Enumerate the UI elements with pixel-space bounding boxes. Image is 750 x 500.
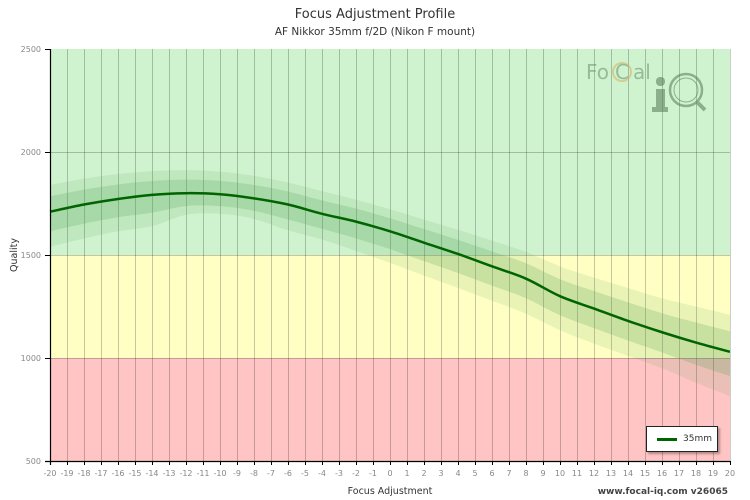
quality-zones — [50, 49, 730, 461]
legend-label-35mm: 35mm — [683, 434, 712, 444]
x-tick-label: 13 — [606, 469, 616, 478]
x-tick-label: -16 — [111, 469, 124, 478]
x-tick-label: -12 — [179, 469, 192, 478]
zone-good — [50, 49, 730, 255]
y-tick-label: 1000 — [21, 354, 41, 363]
x-tick-label: 6 — [489, 469, 494, 478]
legend-swatch-35mm — [657, 437, 677, 441]
focus-curve — [49, 191, 731, 354]
zone-bad — [50, 358, 730, 461]
x-tick-label: 15 — [640, 469, 650, 478]
focal-iq-logo: Fo C al — [586, 57, 716, 117]
series-35mm-line — [49, 191, 731, 354]
y-tick-label: 2500 — [21, 45, 41, 54]
svg-text:C: C — [615, 60, 629, 84]
x-tick-label: -17 — [94, 469, 107, 478]
x-tick-label: -2 — [352, 469, 360, 478]
x-tick-label: -1 — [369, 469, 377, 478]
logo-text-focal: Fo — [586, 60, 609, 84]
chart-title: Focus Adjustment Profile — [294, 7, 456, 22]
x-tick-label: -6 — [284, 469, 292, 478]
x-tick-label: -20 — [43, 469, 56, 478]
x-tick-label: 1 — [404, 469, 409, 478]
x-tick-label: 10 — [555, 469, 565, 478]
x-tick-label: -9 — [233, 469, 241, 478]
x-tick-label: 19 — [708, 469, 718, 478]
x-tick-label: 16 — [657, 469, 667, 478]
axes: -20 -19 -18 -17 -16 -15 -14 -13 -12 -11 -10 -9 -8 -7-… — [21, 45, 735, 478]
x-tick-label: -10 — [213, 469, 226, 478]
legend: 35mm — [646, 426, 718, 452]
magnifier-icon — [668, 72, 704, 108]
zone-ok — [50, 255, 730, 358]
y-axis-label: Quality — [9, 238, 20, 272]
grid-lines — [50, 49, 731, 461]
y-tick-label: 2000 — [21, 148, 41, 157]
x-tick-label: -11 — [196, 469, 209, 478]
x-tick-label: -15 — [128, 469, 141, 478]
x-tick-label: 8 — [523, 469, 528, 478]
x-tick-label: 7 — [506, 469, 511, 478]
x-tick-label: 9 — [540, 469, 545, 478]
x-tick-label: 0 — [387, 469, 392, 478]
x-tick-label: -8 — [250, 469, 258, 478]
y-tick-label: 1500 — [21, 251, 41, 260]
watermark: www.focal-iq.com v26065 — [597, 487, 728, 497]
x-tick-label: 17 — [674, 469, 684, 478]
chart-subtitle: AF Nikkor 35mm f/2D (Nikon F mount) — [274, 26, 476, 38]
x-tick-label: 2 — [421, 469, 426, 478]
outer-band — [50, 170, 730, 397]
x-tick-label: -3 — [335, 469, 343, 478]
logo-lens-icon — [612, 62, 632, 82]
x-tick-label: 4 — [455, 469, 460, 478]
x-tick-label: -18 — [77, 469, 90, 478]
x-tick-label: -13 — [162, 469, 175, 478]
svg-text:al: al — [633, 60, 651, 84]
y-tick-label: 500 — [26, 457, 41, 466]
x-tick-label: -14 — [145, 469, 158, 478]
x-tick-label: -5 — [301, 469, 309, 478]
x-tick-label: -19 — [60, 469, 73, 478]
x-tick-label: 14 — [623, 469, 633, 478]
x-tick-label: 11 — [572, 469, 582, 478]
x-tick-label: -7 — [267, 469, 275, 478]
x-tick-label: 5 — [472, 469, 477, 478]
x-tick-label: 3 — [438, 469, 443, 478]
x-tick-label: 18 — [691, 469, 701, 478]
x-tick-label: 12 — [589, 469, 599, 478]
x-tick-label: 20 — [725, 469, 735, 478]
x-tick-label: -4 — [318, 469, 326, 478]
x-axis-label: Focus Adjustment — [348, 486, 433, 497]
